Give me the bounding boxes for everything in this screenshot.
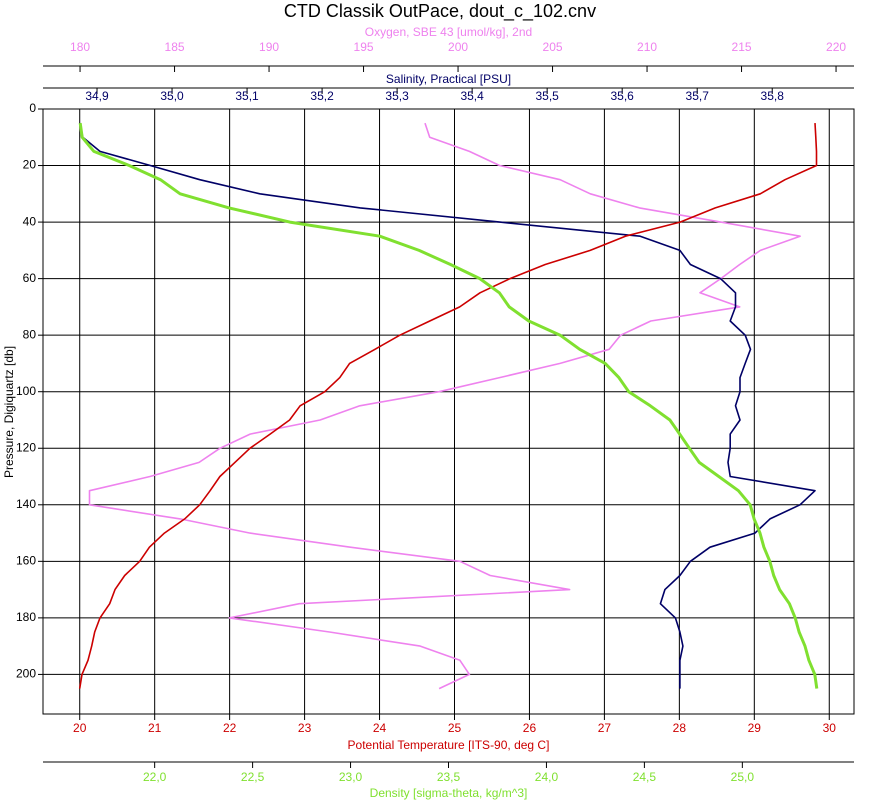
x-tick-label: 35,2 [310, 89, 334, 103]
y-tick-label: 40 [23, 214, 37, 228]
x-tick-label: 190 [259, 40, 279, 54]
x-tick-label: 35,3 [385, 89, 409, 103]
x-tick-label: 23 [298, 721, 312, 735]
x-tick-label: 34,9 [85, 89, 109, 103]
x-tick-label: 35,8 [761, 89, 785, 103]
x-tick-label: 200 [448, 40, 468, 54]
y-tick-label: 60 [23, 271, 37, 285]
x-tick-label: 205 [543, 40, 563, 54]
y-tick-label: 160 [16, 554, 36, 568]
y-tick-label: 20 [23, 158, 37, 172]
profile-line [79, 122, 816, 689]
y-tick-label: 100 [16, 384, 36, 398]
x-axis-title: Oxygen, SBE 43 [umol/kg], 2nd [365, 25, 532, 39]
y-tick-label: 180 [16, 610, 36, 624]
profile-line [88, 122, 801, 690]
x-tick-label: 25 [448, 721, 462, 735]
profile-line [78, 122, 819, 689]
x-axis-title: Salinity, Practical [PSU] [386, 72, 511, 86]
x-tick-label: 28 [673, 721, 687, 735]
x-tick-label: 22 [223, 721, 237, 735]
x-tick-label: 30 [823, 721, 837, 735]
x-tick-label: 195 [354, 40, 374, 54]
x-axis-title: Density [sigma-theta, kg/m^3] [370, 786, 528, 800]
x-tick-label: 35,0 [160, 89, 184, 103]
y-tick-label: 0 [29, 101, 36, 115]
y-tick-label: 80 [23, 327, 37, 341]
x-tick-label: 21 [148, 721, 162, 735]
x-tick-label: 25,0 [731, 770, 755, 784]
x-tick-label: 35,1 [235, 89, 259, 103]
x-tick-label: 20 [73, 721, 87, 735]
x-tick-label: 35,4 [460, 89, 484, 103]
x-axis-title: Potential Temperature [ITS-90, deg C] [348, 738, 550, 752]
x-tick-label: 23,0 [339, 770, 363, 784]
x-tick-label: 24 [373, 721, 387, 735]
x-tick-label: 29 [748, 721, 762, 735]
x-tick-label: 22,0 [143, 770, 167, 784]
x-tick-label: 35,7 [686, 89, 710, 103]
x-tick-label: 26 [523, 721, 537, 735]
x-tick-label: 185 [165, 40, 185, 54]
y-tick-label: 140 [16, 497, 36, 511]
y-tick-label: 120 [16, 440, 36, 454]
x-tick-label: 24,0 [535, 770, 559, 784]
x-tick-label: 35,5 [535, 89, 559, 103]
plot-frame [42, 108, 855, 715]
y-axis-title: Pressure, Digiquartz [db] [2, 346, 16, 478]
x-tick-label: 210 [637, 40, 657, 54]
x-tick-label: 27 [598, 721, 612, 735]
x-tick-label: 24,5 [633, 770, 657, 784]
chart-title: CTD Classik OutPace, dout_c_102.cnv [284, 1, 596, 22]
x-tick-label: 220 [826, 40, 846, 54]
x-tick-label: 35,6 [610, 89, 634, 103]
y-tick-label: 200 [16, 667, 36, 681]
x-tick-label: 23,5 [437, 770, 461, 784]
x-tick-label: 215 [732, 40, 752, 54]
x-tick-label: 180 [70, 40, 90, 54]
profile-line [78, 123, 818, 689]
x-tick-label: 22,5 [241, 770, 265, 784]
